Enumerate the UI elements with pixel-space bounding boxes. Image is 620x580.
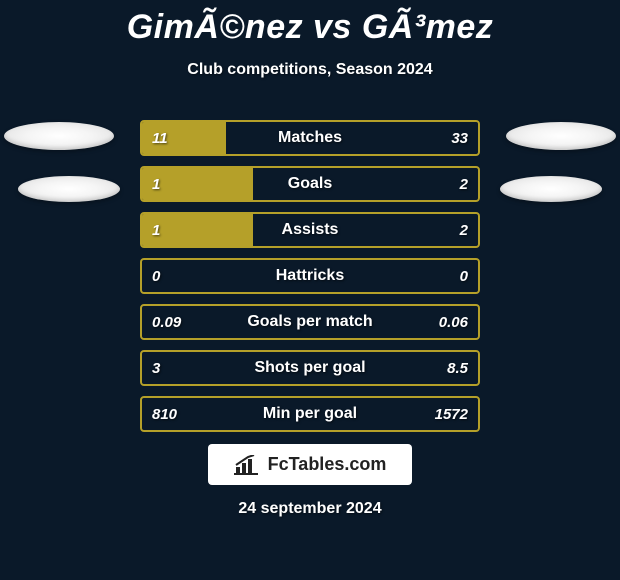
- stat-row: 1133Matches: [140, 120, 480, 156]
- stat-label: Assists: [142, 214, 478, 246]
- chart-icon: [234, 455, 258, 475]
- stat-label: Goals per match: [142, 306, 478, 338]
- stats-rows: 1133Matches 12Goals 12Assists 00Hattricks 0.…: [140, 120, 480, 442]
- logo-wrap: FcTables.com: [0, 444, 620, 485]
- stat-row: 38.5Shots per goal: [140, 350, 480, 386]
- player-left-shadow: [18, 176, 120, 202]
- player-left-avatar-placeholder: [4, 122, 114, 150]
- stat-label: Hattricks: [142, 260, 478, 292]
- date-line: 24 september 2024: [0, 500, 620, 518]
- page-title: GimÃ©nez vs GÃ³mez: [0, 0, 620, 47]
- player-right-shadow: [500, 176, 602, 202]
- subtitle: Club competitions, Season 2024: [0, 61, 620, 79]
- stat-label: Shots per goal: [142, 352, 478, 384]
- logo-text: FcTables.com: [268, 454, 387, 475]
- fctables-logo: FcTables.com: [208, 444, 413, 485]
- stat-row: 0.090.06Goals per match: [140, 304, 480, 340]
- stat-row: 12Goals: [140, 166, 480, 202]
- stat-row: 00Hattricks: [140, 258, 480, 294]
- stat-row: 12Assists: [140, 212, 480, 248]
- stat-row: 8101572Min per goal: [140, 396, 480, 432]
- stat-label: Matches: [142, 122, 478, 154]
- player-right-avatar-placeholder: [506, 122, 616, 150]
- stat-label: Goals: [142, 168, 478, 200]
- stat-label: Min per goal: [142, 398, 478, 430]
